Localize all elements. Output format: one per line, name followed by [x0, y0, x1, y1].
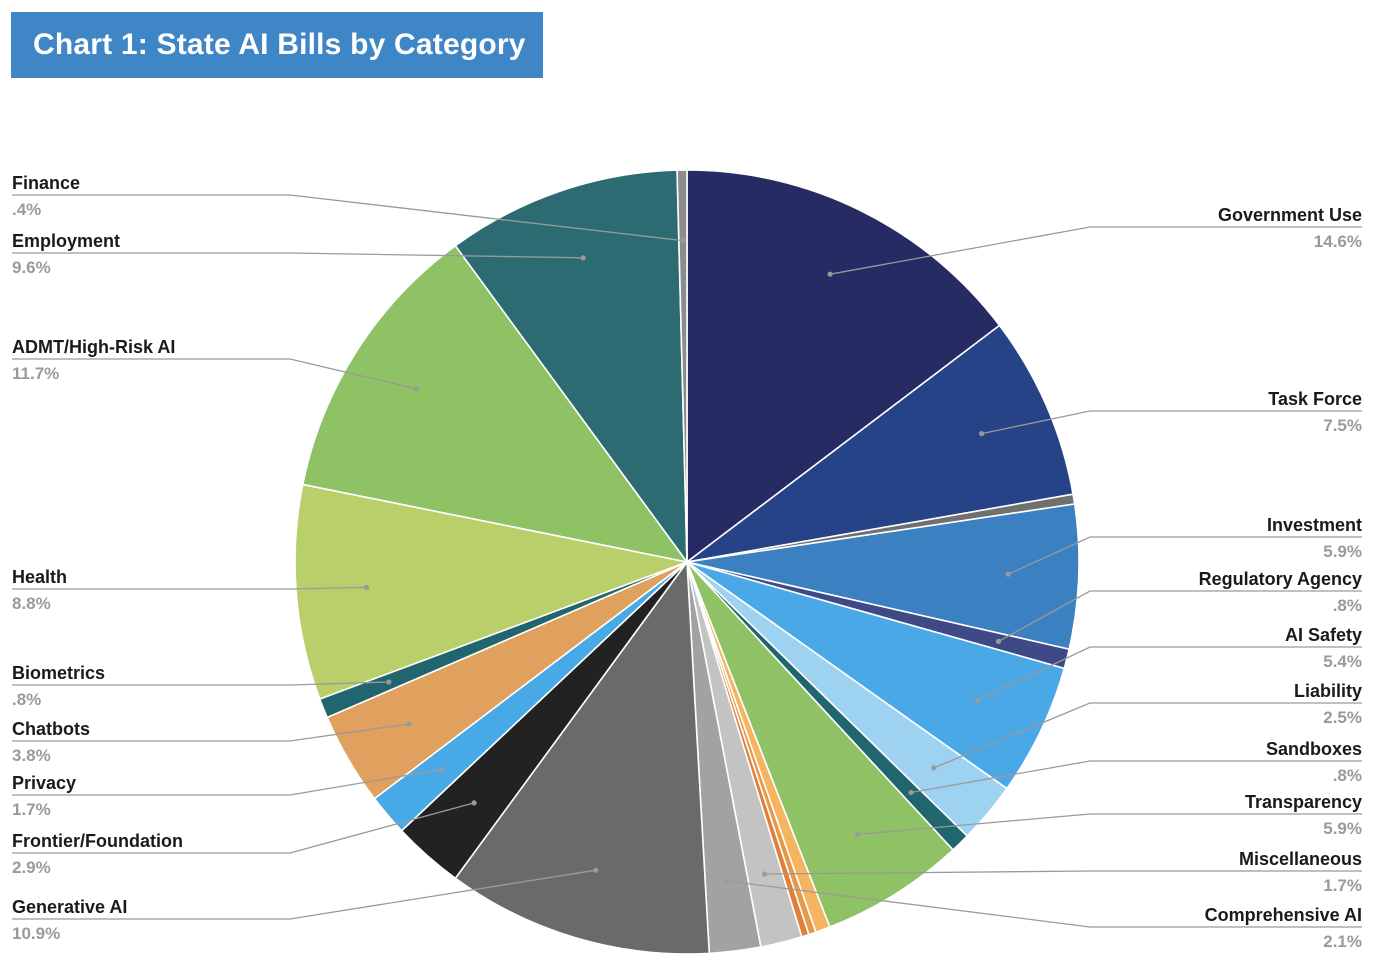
slice-value-miscellaneous: 1.7% [1323, 876, 1362, 895]
pie-slices [294, 169, 1080, 955]
pie-slice-finance [676, 169, 688, 563]
slice-value-health: 8.8% [12, 594, 51, 613]
slice-value-admt-high-risk-ai: 11.7% [12, 364, 59, 383]
leader-lines [12, 194, 1362, 928]
leader-line-chatbots [12, 723, 410, 742]
leader-dot-sandboxes [908, 789, 914, 796]
slice-value-biometrics: .8% [12, 690, 41, 709]
leader-dot-ai-safety [974, 698, 980, 704]
leader-dot-health [364, 584, 370, 591]
slice-label-regulatory-agency: Regulatory Agency [1199, 569, 1362, 589]
slice-label-generative-ai: Generative AI [12, 897, 127, 917]
slice-value-transparency: 5.9% [1323, 819, 1362, 838]
leader-line-sandboxes [910, 760, 1362, 794]
slice-value-investment: 5.9% [1323, 542, 1362, 561]
chart-title: Chart 1: State AI Bills by Category [33, 28, 526, 61]
leader-dot-admt-high-risk-ai [413, 386, 419, 392]
pie-slice-ai-safety [686, 561, 1066, 790]
slice-value-generative-ai: 10.9% [12, 924, 60, 943]
slice-labels: Government Use 14.6% Task Force 7.5% Investm… [12, 173, 1362, 951]
leader-dot-generative-ai [593, 867, 599, 873]
leader-dot-miscellaneous [761, 871, 768, 877]
pie-slice-task-force [686, 324, 1075, 563]
leader-line-comprehensive-ai [726, 880, 1362, 928]
slice-value-regulatory-agency: .8% [1333, 596, 1362, 615]
leader-line-biometrics [12, 681, 389, 686]
leader-line-employment [12, 252, 584, 259]
slice-label-sandboxes: Sandboxes [1266, 739, 1362, 759]
pie-slice-transparency [686, 561, 955, 929]
leader-dot-biometrics [386, 679, 392, 685]
leader-dot-chatbots [406, 721, 412, 727]
leader-dot-investment [1005, 571, 1011, 577]
slice-label-biometrics: Biometrics [12, 663, 105, 683]
pie-slice-employment [454, 169, 688, 565]
leader-line-transparency [857, 813, 1362, 836]
leader-line-investment [1007, 536, 1362, 575]
slice-value-liability: 2.5% [1323, 708, 1362, 727]
slice-value-employment: 9.6% [12, 258, 51, 277]
slice-label-employment: Employment [12, 231, 120, 251]
slice-label-liability: Liability [1294, 681, 1362, 701]
slice-value-finance: .4% [12, 200, 41, 219]
slice-value-ai-safety: 5.4% [1323, 652, 1362, 671]
slice-label-comprehensive-ai: Comprehensive AI [1205, 905, 1362, 925]
leader-line-finance [12, 194, 683, 242]
leader-dot-liability [931, 765, 937, 771]
slice-label-finance: Finance [12, 173, 80, 193]
slice-label-admt-high-risk-ai: ADMT/High-Risk AI [12, 337, 175, 357]
slice-value-task-force: 7.5% [1323, 416, 1362, 435]
leader-line-task-force [981, 410, 1362, 435]
leader-line-government-use [829, 226, 1362, 275]
slice-label-government-use: Government Use [1218, 205, 1362, 225]
slice-label-frontier-foundation: Frontier/Foundation [12, 831, 183, 851]
leader-line-frontier-foundation [12, 802, 475, 854]
slice-value-privacy: 1.7% [12, 800, 51, 819]
leader-line-privacy [12, 768, 442, 796]
leader-dot-government-use [827, 271, 833, 277]
leader-line-regulatory-agency [998, 590, 1362, 642]
leader-line-ai-safety [976, 646, 1362, 702]
leader-dot-finance [680, 238, 686, 244]
leader-dot-task-force [979, 431, 985, 437]
slice-label-transparency: Transparency [1245, 792, 1362, 812]
leader-dot-frontier-foundation [471, 800, 477, 806]
leader-line-admt-high-risk-ai [12, 358, 417, 390]
leader-dot-regulatory-agency [995, 638, 1002, 645]
leader-line-generative-ai [12, 869, 596, 920]
leader-dot-employment [580, 255, 586, 261]
leader-dot-transparency [855, 831, 861, 838]
leader-dot-privacy [438, 766, 445, 773]
pie-slice-investment [686, 503, 1080, 651]
slice-label-investment: Investment [1267, 515, 1362, 535]
slice-value-sandboxes: .8% [1333, 766, 1362, 785]
slice-label-miscellaneous: Miscellaneous [1239, 849, 1362, 869]
slice-value-comprehensive-ai: 2.1% [1323, 932, 1362, 951]
slice-value-chatbots: 3.8% [12, 746, 51, 765]
slice-label-task-force: Task Force [1268, 389, 1362, 409]
pie-slice-generative-ai [454, 559, 711, 955]
pie-slice-admt-high-risk-ai [301, 244, 689, 564]
leader-line-liability [933, 702, 1362, 769]
slice-label-ai-safety: AI Safety [1285, 625, 1362, 645]
slice-label-health: Health [12, 567, 67, 587]
slice-value-government-use: 14.6% [1314, 232, 1362, 251]
slice-value-frontier-foundation: 2.9% [12, 858, 51, 877]
chart-title-box: Chart 1: State AI Bills by Category [11, 12, 543, 78]
leader-line-health [12, 586, 367, 590]
slice-label-privacy: Privacy [12, 773, 76, 793]
slice-label-chatbots: Chatbots [12, 719, 90, 739]
pie-slice-government-use [686, 169, 1001, 564]
leader-line-miscellaneous [764, 870, 1362, 875]
leader-dot-comprehensive-ai [723, 878, 730, 884]
